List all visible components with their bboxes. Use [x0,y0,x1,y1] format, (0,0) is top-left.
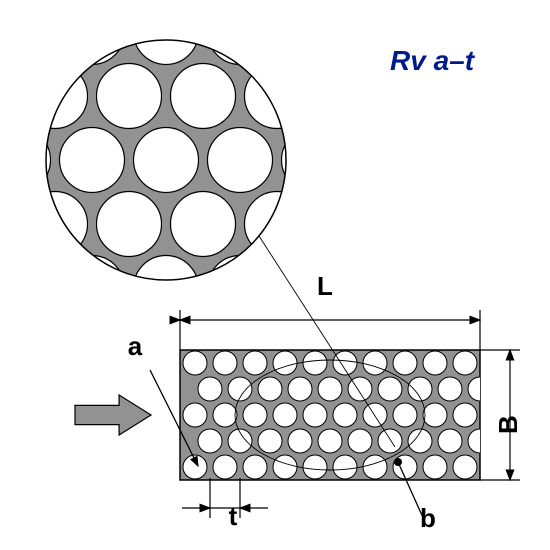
leader-b-dot [394,458,402,466]
diagram-title: Rv a–t [390,45,474,77]
diagram-svg: B [0,0,550,550]
leader-label-a: a [128,331,142,362]
dim-label-B: B [493,415,523,434]
zoom-view [0,0,458,321]
dim-label-L: L [317,271,333,302]
diagram-stage: B Rv a–t Lt a b [0,0,550,550]
leader-label-b: b [420,503,436,534]
dim-label-t: t [229,501,238,532]
direction-arrow-icon [75,395,151,435]
